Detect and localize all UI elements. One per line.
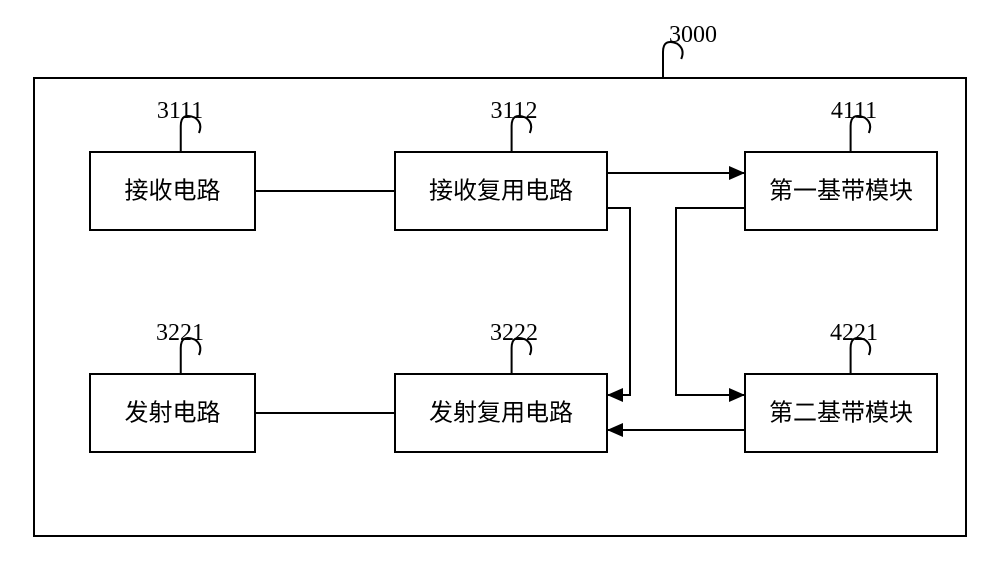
node-label-n2: 接收复用电路 — [429, 178, 573, 205]
node-ref-n4: 3221 — [156, 320, 204, 346]
outer-box-label: 3000 — [669, 22, 717, 48]
node-ref-n5: 3222 — [490, 320, 538, 346]
node-label-n3: 第一基带模块 — [769, 178, 913, 205]
node-ref-n2: 3112 — [490, 98, 537, 124]
node-ref-n3: 4111 — [831, 98, 877, 124]
node-label-n4: 发射电路 — [125, 400, 221, 427]
node-label-n5: 发射复用电路 — [429, 400, 573, 427]
node-ref-n6: 4221 — [830, 320, 878, 346]
node-ref-n1: 3111 — [157, 98, 203, 124]
node-label-n1: 接收电路 — [125, 178, 221, 205]
node-label-n6: 第二基带模块 — [769, 400, 913, 427]
